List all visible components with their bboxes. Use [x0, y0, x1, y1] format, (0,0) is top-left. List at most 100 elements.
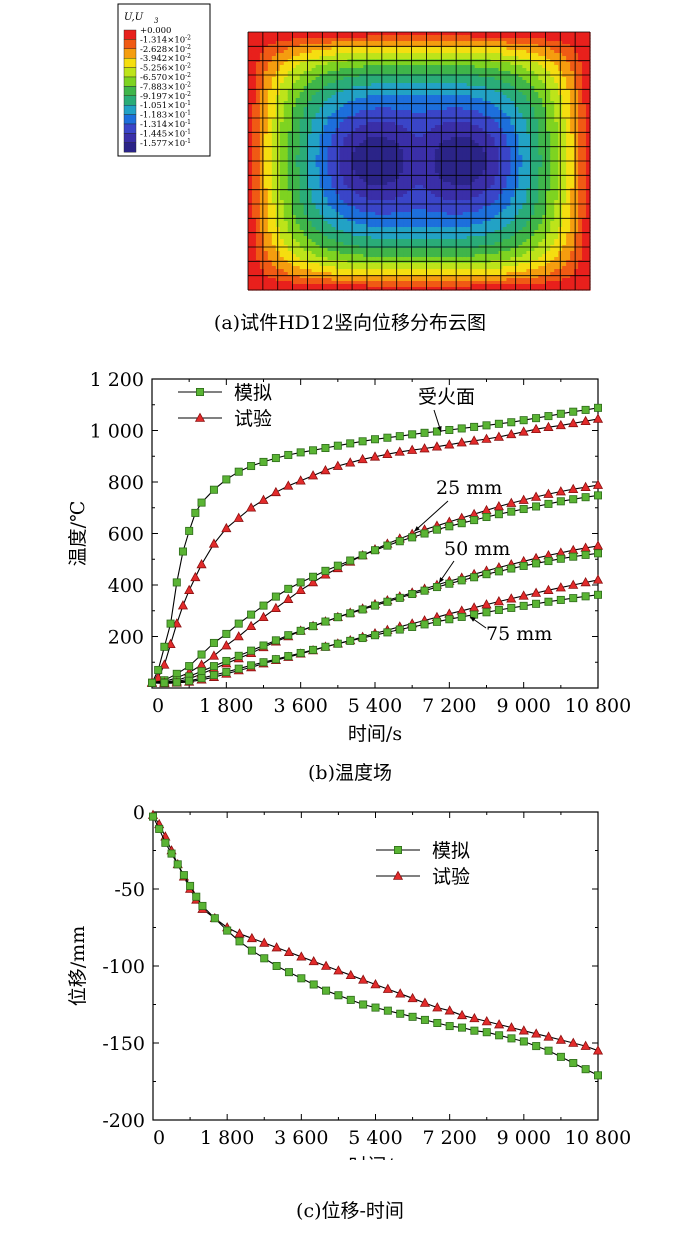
contour-cell: [339, 65, 345, 69]
contour-cell: [411, 257, 416, 261]
contour-cell: [458, 230, 464, 234]
contour-cell: [391, 77, 396, 81]
contour-cell: [407, 185, 412, 189]
contour-cell: [347, 272, 352, 276]
contour-cell: [415, 98, 420, 102]
contour-cell: [387, 155, 392, 159]
contour-cell: [263, 152, 269, 156]
contour-cell: [395, 239, 400, 243]
contour-cell: [454, 77, 460, 81]
contour-cell: [351, 260, 356, 264]
contour-cell: [403, 140, 408, 144]
contour-cell: [315, 104, 321, 108]
contour-cell: [426, 83, 432, 87]
contour-cell: [355, 179, 360, 183]
contour-cell: [446, 95, 452, 99]
contour-cell: [442, 185, 448, 189]
contour-cell: [343, 83, 349, 87]
contour-cell: [419, 137, 424, 141]
contour-cell: [291, 260, 297, 264]
contour-cell: [367, 125, 372, 129]
contour-cell: [419, 203, 424, 207]
contour-cell: [327, 164, 333, 168]
contour-cell: [411, 167, 416, 171]
contour-cell: [454, 242, 460, 246]
contour-cell: [327, 212, 333, 216]
contour-cell: [470, 218, 476, 222]
contour-cell: [399, 95, 404, 99]
contour-cell: [446, 182, 452, 186]
contour-cell: [291, 236, 297, 240]
contour-cell: [403, 161, 408, 165]
contour-cell: [446, 143, 452, 147]
contour-cell: [434, 236, 440, 240]
contour-cell: [442, 260, 448, 264]
contour-cell: [319, 170, 325, 174]
contour-cell: [327, 287, 333, 291]
contour-cell: [248, 263, 253, 267]
contour-cell: [450, 89, 456, 93]
contour-cell: [315, 107, 321, 111]
contour-cell: [291, 92, 297, 96]
contour-cell: [426, 113, 432, 117]
contour-cell: [248, 269, 253, 273]
contour-cell: [359, 86, 364, 90]
contour-cell: [403, 176, 408, 180]
contour-cell: [255, 182, 261, 186]
contour-cell: [359, 284, 364, 288]
legend-swatch: [123, 58, 137, 68]
contour-cell: [323, 113, 329, 117]
contour-cell: [426, 206, 432, 210]
contour-cell: [426, 32, 432, 36]
contour-cell: [442, 122, 448, 126]
contour-cell: [470, 269, 476, 273]
contour-cell: [323, 86, 329, 90]
contour-cell: [307, 182, 313, 186]
contour-cell: [331, 242, 337, 246]
contour-cell: [331, 56, 337, 60]
contour-cell: [450, 128, 456, 132]
contour-cell: [383, 203, 388, 207]
contour-cell: [267, 257, 273, 261]
contour-cell: [422, 170, 428, 174]
contour-cell: [454, 89, 460, 93]
contour-cell: [387, 257, 392, 261]
contour-cell: [367, 167, 372, 171]
contour-cell: [454, 284, 460, 288]
contour-cell: [248, 65, 253, 69]
contour-cell: [399, 287, 404, 291]
contour-cell: [367, 83, 372, 87]
contour-cell: [375, 86, 380, 90]
contour-cell: [335, 233, 341, 237]
contour-cell: [291, 104, 297, 108]
contour-cell: [470, 95, 476, 99]
contour-cell: [419, 158, 424, 162]
contour-cell: [466, 287, 472, 291]
contour-cell: [430, 41, 436, 45]
contour-cell: [259, 146, 265, 150]
contour-cell: [351, 242, 356, 246]
contour-cell: [315, 68, 321, 72]
contour-cell: [411, 260, 416, 264]
contour-cell: [263, 92, 269, 96]
contour-cell: [331, 161, 337, 165]
contour-cell: [383, 56, 388, 60]
contour-cell: [267, 161, 273, 165]
contour-cell: [299, 227, 305, 231]
contour-cell: [391, 35, 396, 39]
contour-cell: [259, 68, 265, 72]
contour-cell: [391, 254, 396, 258]
contour-cell: [470, 137, 476, 141]
contour-cell: [355, 218, 360, 222]
contour-cell: [430, 32, 436, 36]
contour-cell: [311, 155, 317, 159]
contour-cell: [470, 263, 476, 267]
contour-cell: [331, 80, 337, 84]
contour-cell: [259, 140, 265, 144]
contour-cell: [323, 209, 329, 213]
contour-cell: [407, 74, 412, 78]
contour-cell: [458, 248, 464, 252]
contour-cell: [271, 113, 277, 117]
contour-cell: [466, 284, 472, 288]
contour-cell: [462, 164, 468, 168]
